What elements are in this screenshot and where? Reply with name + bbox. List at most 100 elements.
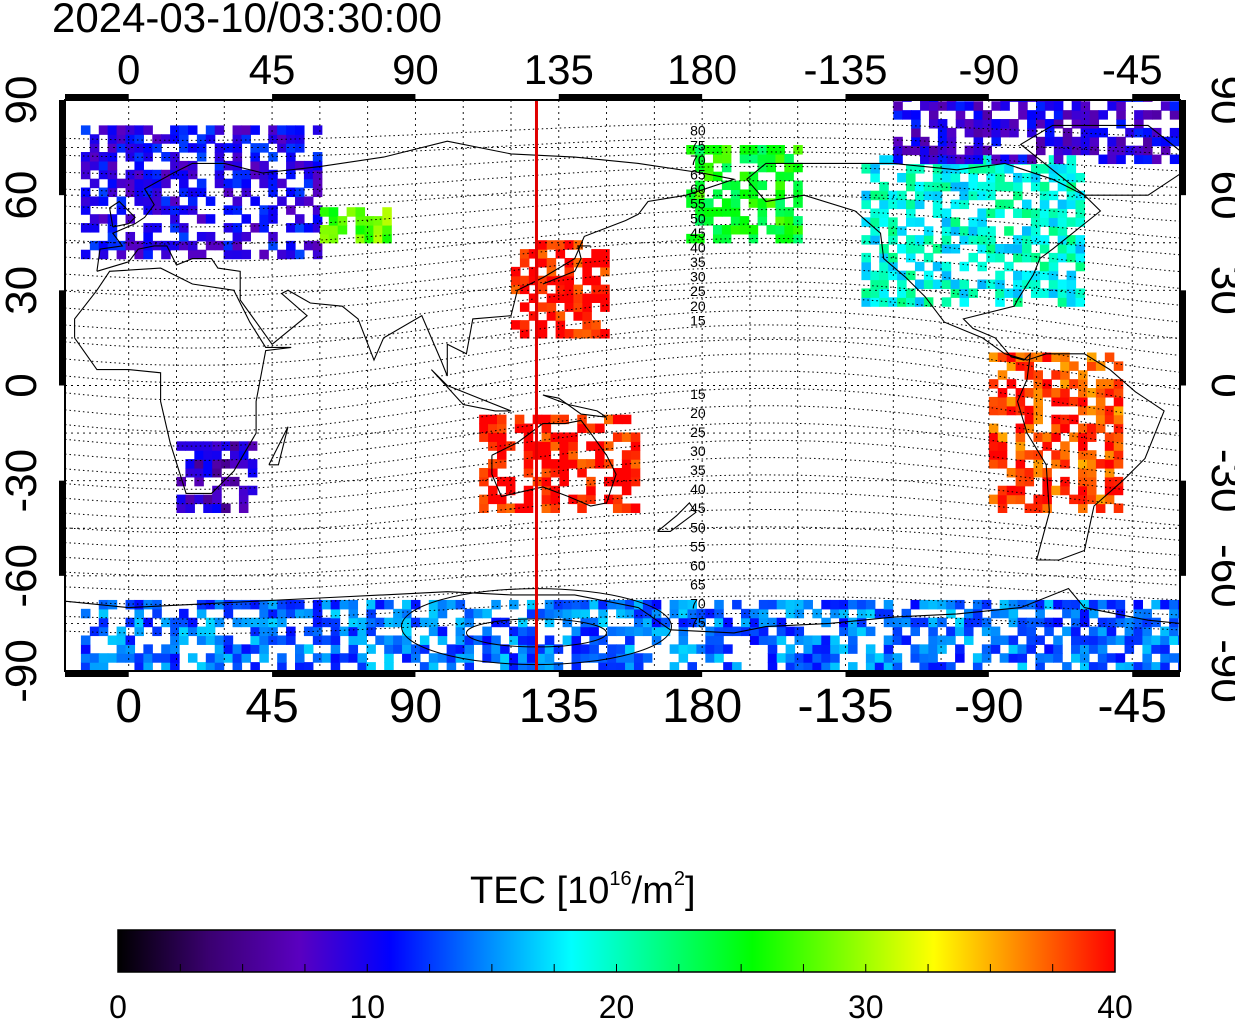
tec-cell [187,169,198,180]
tec-cell [739,189,750,199]
tec-cell [1035,662,1045,671]
tec-cell [1113,405,1124,416]
tec-cell [303,240,314,251]
tec-cell [705,644,715,654]
tec-cell [116,635,127,645]
tec-cell [571,599,582,610]
tec-cell [116,134,127,144]
tec-cell [1035,608,1045,619]
tec-cell [152,134,162,144]
tec-cell [937,617,947,628]
tec-cell [152,653,162,663]
x-tick-label-top: 0 [117,46,140,93]
tec-cell [651,626,662,637]
tec-cell [959,261,970,272]
tec-cell [897,226,907,236]
x-tick-label-top: -90 [959,46,1020,93]
tec-cell [1060,352,1070,362]
tec-cell [767,662,778,671]
tec-cell [330,635,341,645]
tec-cell [268,635,278,645]
tec-cell [669,662,680,671]
tec-cell [1151,599,1161,610]
tec-cell [295,249,305,260]
tec-cell [446,662,457,671]
tec-cell [861,288,871,298]
tec-cell [1057,244,1068,254]
tec-cell [1062,110,1073,120]
tec-cell [888,190,898,201]
tec-cell [464,662,475,671]
tec-cell [748,198,759,208]
tec-cell [1169,101,1180,111]
tec-cell [250,223,260,233]
tec-cell [152,169,162,180]
tec-cell [607,599,617,610]
coastline-9 [1019,124,1180,196]
tec-cell [1095,423,1106,434]
contour-label: 45 [690,500,706,516]
tec-cell [107,635,118,645]
tec-cell [600,284,610,295]
contour-label: 70 [690,595,706,611]
tec-cell [176,503,187,513]
tec-cell [212,441,222,451]
tec-cell [373,224,383,235]
tec-cell [544,617,555,628]
tec-cell [589,626,599,637]
tec-cell [382,216,392,226]
tec-cell [1134,145,1144,156]
tec-cell [946,154,957,165]
tec-cell [437,599,448,610]
mlat-contour [65,560,1180,591]
tec-cell [730,180,741,191]
tec-cell [660,626,671,637]
tec-cell [107,187,118,198]
tec-cell [196,231,207,242]
tec-cell [955,644,965,654]
tec-cell [555,284,566,295]
tec-cell [526,599,537,610]
tec-cell [906,252,916,263]
tec-cell [1006,485,1017,496]
tec-cell [268,626,278,637]
tec-cell [1062,136,1073,147]
tec-cell [125,169,136,180]
tec-cell [995,288,1005,298]
tec-cell [528,249,539,259]
tec-cell [937,154,948,165]
tec-cell [571,626,582,637]
tec-cell [176,441,187,451]
tec-cell [580,599,590,610]
tec-cell [241,249,252,260]
tec-cell [223,205,234,215]
tec-cell [955,101,966,111]
tec-cell [1004,226,1014,236]
tec-cell [382,224,392,235]
tec-cell [879,190,889,201]
tec-cell [937,119,948,129]
tec-cell [134,178,144,189]
tec-cell [196,626,207,637]
tec-cell [555,240,566,250]
tec-cell [373,233,383,244]
tec-cell [1104,432,1115,442]
tec-cell [1033,503,1043,513]
tec-cell [595,423,605,434]
tec-cell [1015,494,1026,505]
tec-cell [196,152,207,162]
tec-cell [1095,361,1106,371]
mlat-contour [65,151,1180,176]
tec-cell [1133,599,1144,610]
tec-cell [80,635,91,645]
tec-cell [1113,423,1124,434]
tec-cell [660,617,671,628]
tec-cell [1060,379,1070,389]
tec-cell [496,423,507,434]
tec-cell [911,136,921,147]
tec-cell [205,662,216,671]
tec-cell [1015,396,1026,407]
tec-cell [812,635,822,645]
tec-cell [1048,208,1059,218]
tec-cell [999,599,1010,610]
